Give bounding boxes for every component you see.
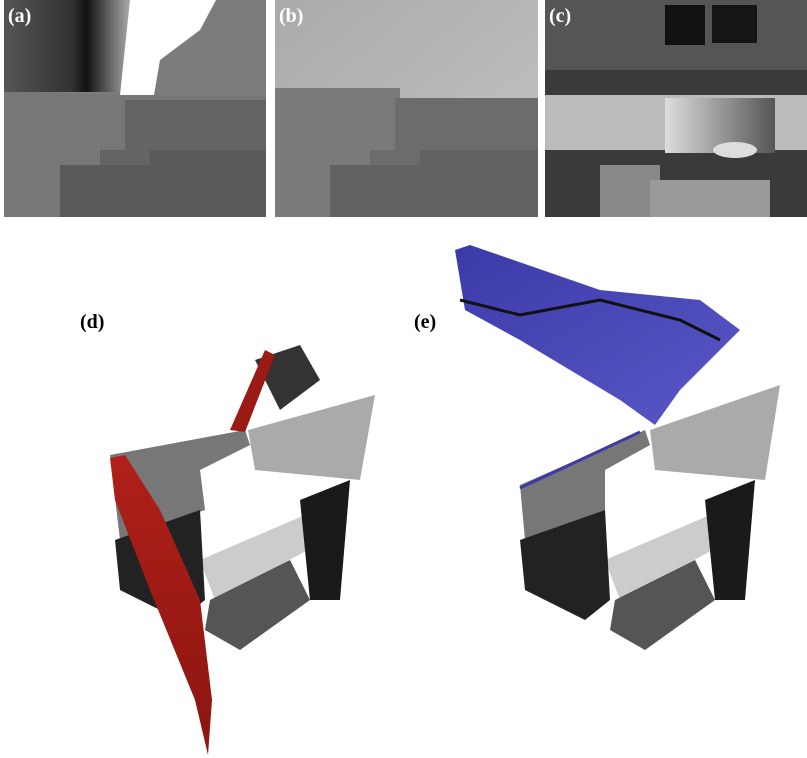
photo-object — [665, 5, 705, 45]
panel-d: (d) — [80, 311, 375, 755]
panel-b: (b) — [275, 0, 538, 217]
photo-desk — [650, 180, 770, 217]
photo-object — [712, 5, 757, 43]
page: (a) (b) (c) (d) — [0, 0, 807, 758]
figure: (a) (b) (c) (d) — [0, 0, 807, 758]
panel-label: (c) — [549, 5, 571, 27]
photo-object — [713, 142, 757, 158]
plane-overlay — [455, 245, 740, 425]
panel-e: (e) — [414, 245, 780, 650]
panel-label: (e) — [414, 311, 436, 333]
panel-label: (b) — [279, 5, 303, 27]
cloud-surface — [248, 395, 375, 480]
panel-c: (c) — [545, 0, 807, 217]
panel-a: (a) — [4, 0, 266, 217]
panel-label: (d) — [80, 311, 104, 333]
panel-label: (a) — [8, 5, 31, 27]
plane-overlay — [230, 350, 275, 432]
cloud-surface — [705, 480, 755, 600]
cloud-surface — [300, 480, 350, 600]
